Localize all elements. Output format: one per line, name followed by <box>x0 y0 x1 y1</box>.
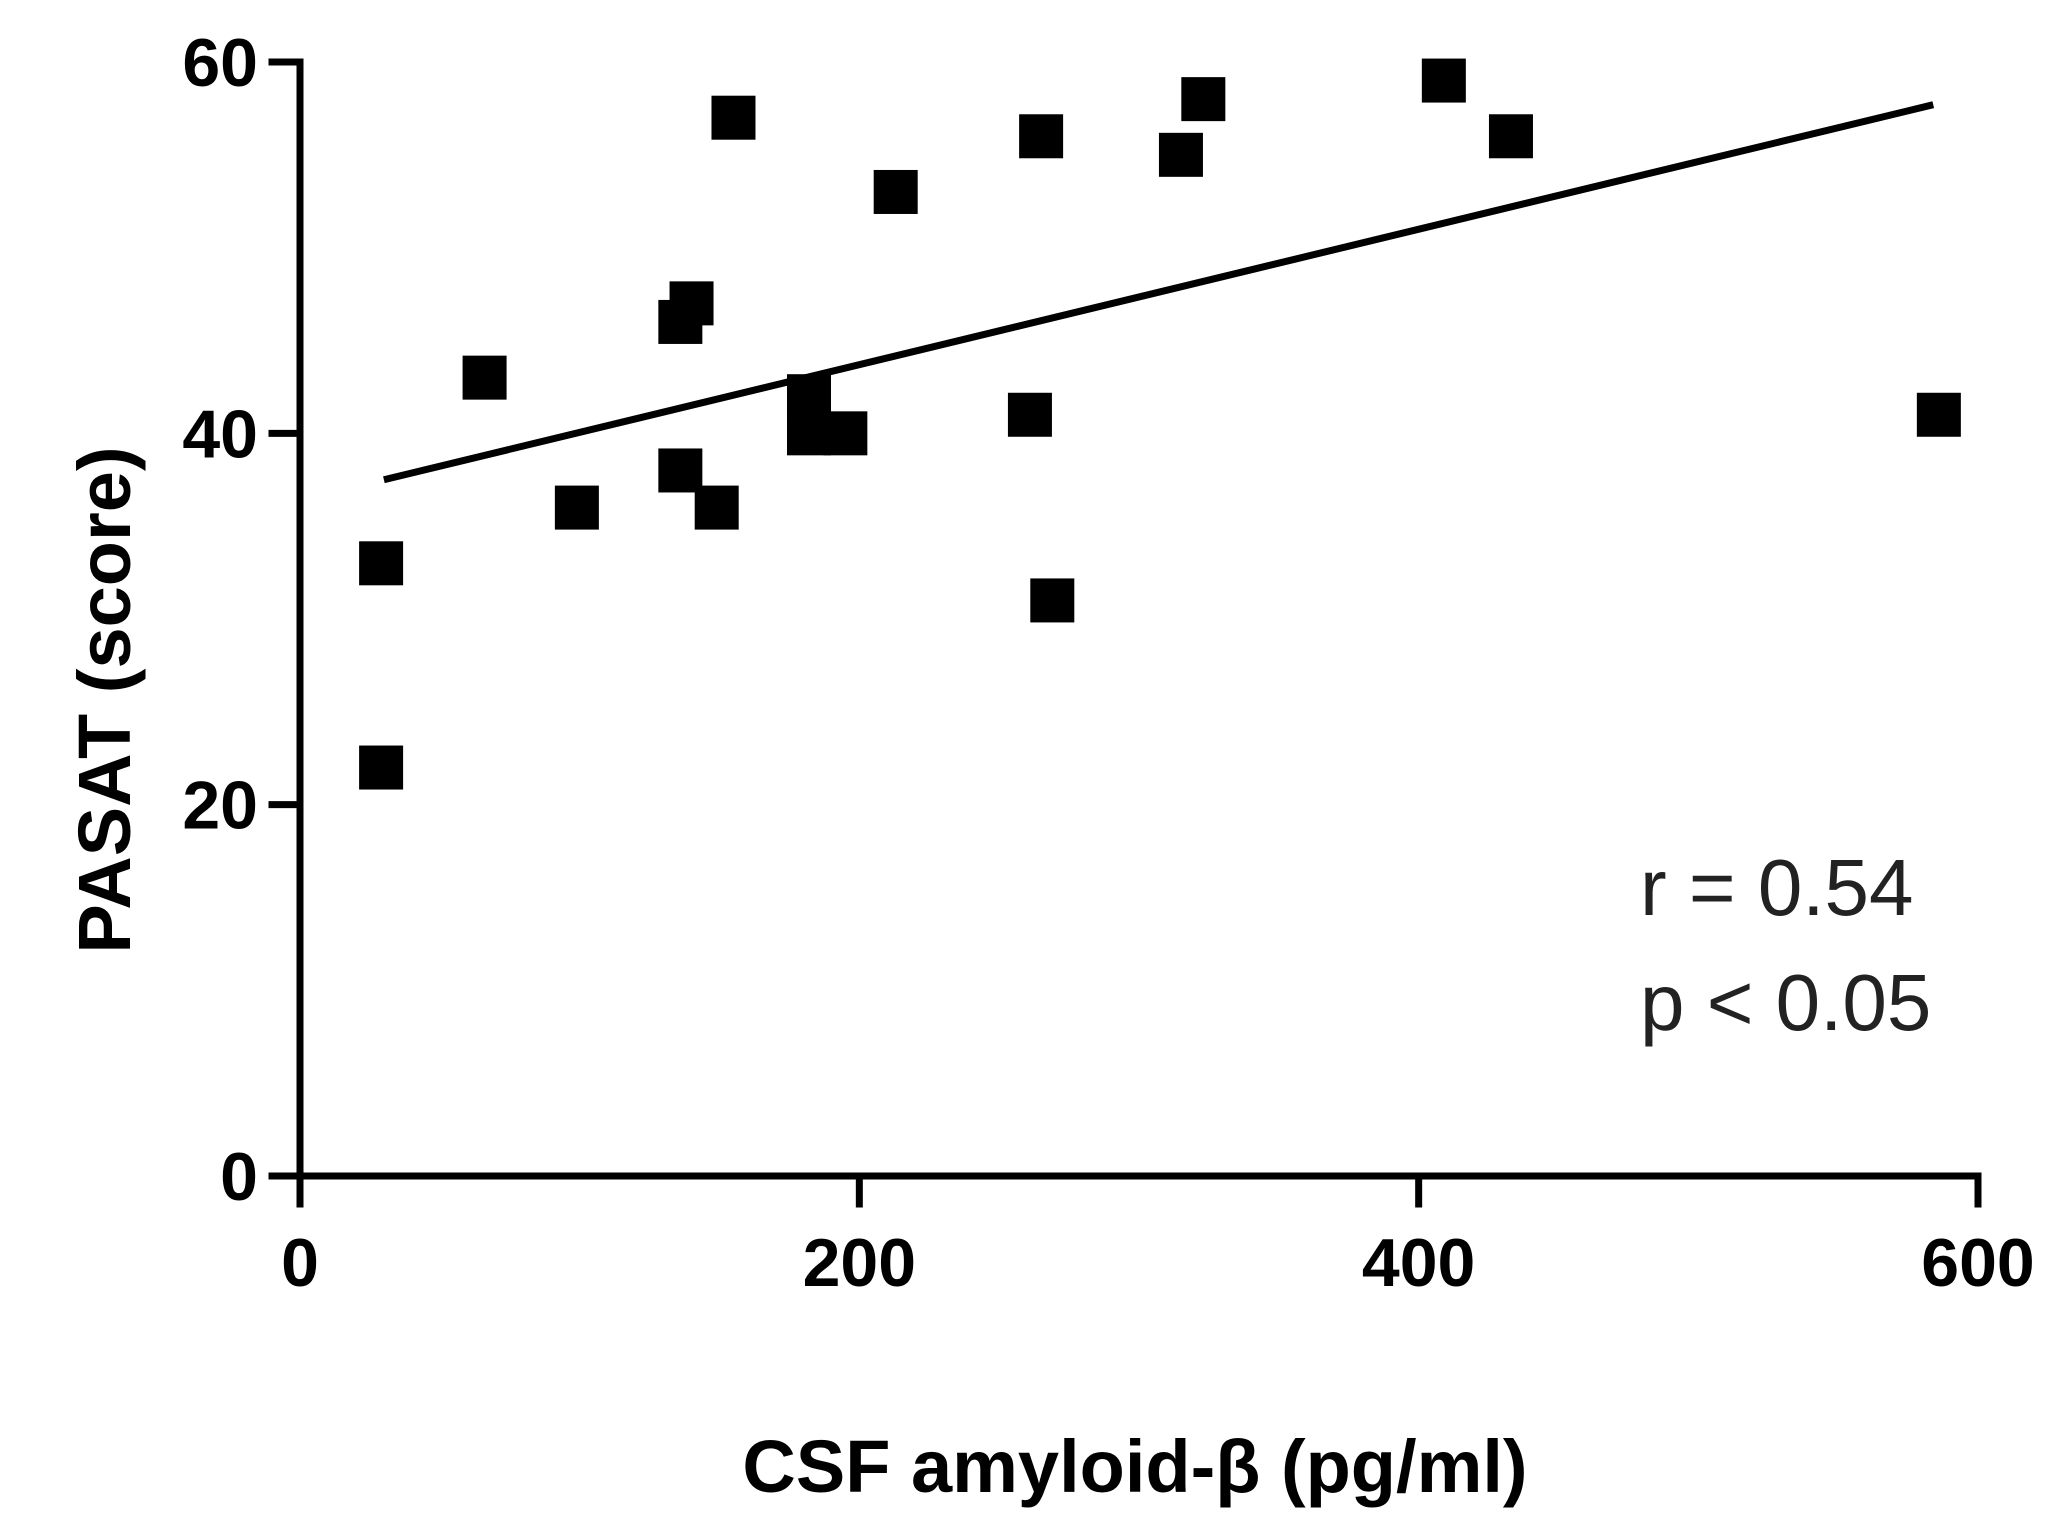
data-point <box>1007 392 1052 437</box>
data-point <box>1030 578 1075 623</box>
data-point <box>462 355 507 400</box>
y-tick-label: 40 <box>182 396 258 472</box>
x-tick-label: 200 <box>803 1225 916 1301</box>
x-tick-label: 600 <box>1921 1225 2034 1301</box>
data-point <box>1421 58 1466 103</box>
data-point <box>359 541 404 586</box>
data-point <box>658 448 703 493</box>
data-point <box>1916 392 1961 437</box>
data-point <box>1019 114 1064 159</box>
data-point <box>694 485 739 530</box>
y-tick-label: 60 <box>182 25 258 101</box>
data-point <box>359 745 404 790</box>
y-axis-title: PASAT (score) <box>63 446 146 953</box>
trendline <box>383 101 1935 484</box>
data-point <box>873 169 918 214</box>
y-tick-label: 20 <box>182 768 258 844</box>
stat-r: r = 0.54 <box>1640 843 1914 932</box>
data-point <box>823 411 868 456</box>
x-tick-label: 400 <box>1362 1225 1475 1301</box>
stat-p: p < 0.05 <box>1640 958 1931 1047</box>
y-tick-label: 0 <box>220 1139 258 1215</box>
data-point <box>786 374 831 419</box>
x-axis-title: CSF amyloid-β (pg/ml) <box>742 1425 1527 1508</box>
data-point <box>669 281 714 326</box>
data-point <box>1158 132 1203 177</box>
data-point <box>711 95 756 140</box>
x-tick-label: 0 <box>281 1225 319 1301</box>
data-points <box>359 58 1961 790</box>
trendline-group <box>383 101 1935 484</box>
data-point <box>1488 114 1533 159</box>
data-point <box>1181 77 1226 122</box>
data-point <box>554 485 599 530</box>
